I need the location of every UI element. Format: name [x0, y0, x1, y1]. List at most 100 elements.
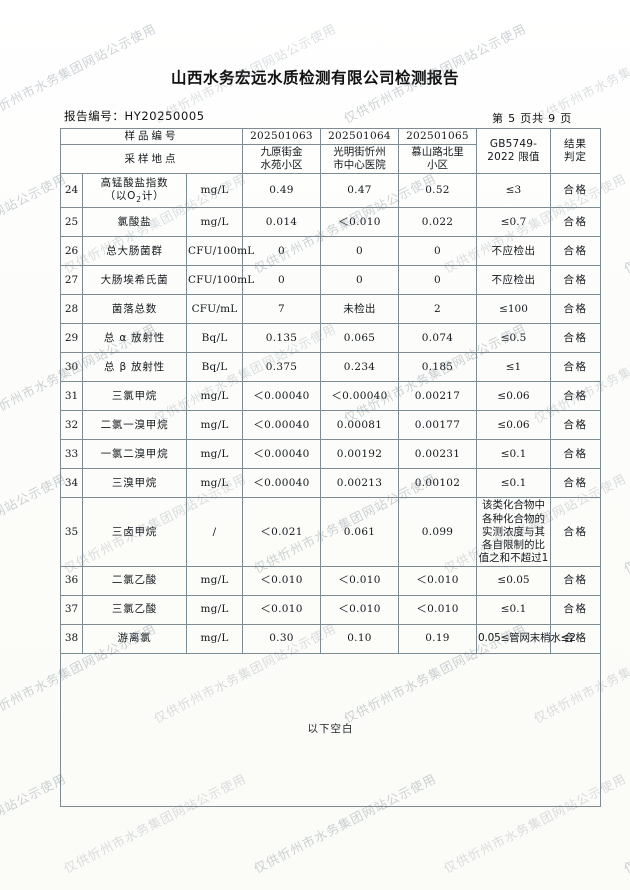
results-table: 样品编号 202501063 202501064 202501065 GB574… [60, 127, 601, 807]
cell-v1: ＜0.00040 [242, 410, 321, 441]
standard-line-2: 2022 限值 [487, 151, 540, 164]
cell-result: 合格 [550, 294, 601, 325]
cell-v2: 0 [320, 236, 399, 267]
item-line-1: 游离氯 [117, 632, 152, 645]
sample-no-label: 样品编号 [60, 127, 243, 146]
cell-result: 合格 [550, 439, 601, 470]
table-row: 38 游离氯 mg/L 0.30 0.10 0.19 0.05≤管网末梢水≤2 合格 [60, 624, 601, 654]
cell-item: 大肠埃希氏菌 [82, 265, 187, 296]
sampling-site-3: 慕山路北里 小区 [398, 144, 477, 175]
cell-v3: ＜0.010 [398, 595, 477, 625]
table-row: 26 总大肠菌群 CFU/100mL 0 0 0 不应检出 合格 [60, 236, 601, 267]
cell-result: 合格 [550, 265, 601, 296]
cell-limit: ≤0.1 [476, 595, 551, 625]
cell-v2: ＜0.010 [320, 566, 399, 596]
cell-v1: 0.30 [242, 624, 321, 654]
cell-unit: CFU/100mL [186, 265, 254, 296]
item-line-1: 三溴甲烷 [111, 476, 158, 489]
cell-limit: 该类化合物中各种化合物的实测浓度与其各自限制的比值之和不超过1 [476, 497, 551, 567]
cell-v3: 0.022 [398, 207, 477, 238]
cell-limit: 0.05≤管网末梢水≤2 [476, 624, 576, 654]
sampling-site-2-line1: 光明街忻州 [333, 146, 386, 159]
table-row: 31 三氯甲烷 mg/L ＜0.00040 ＜0.00040 0.00217 ≤0.06 合格 [60, 381, 601, 412]
table-row: 33 一氯二溴甲烷 mg/L ＜0.00040 0.00192 0.00231 ≤0.1 合格 [60, 439, 601, 470]
cell-v2: 0.00213 [320, 468, 399, 499]
cell-no: 24 [60, 173, 83, 209]
item-line-1: 三氯甲烷 [111, 389, 158, 402]
cell-v2: ＜0.00040 [320, 381, 399, 412]
cell-v2: 0.47 [320, 173, 399, 209]
table-row: 25 氯酸盐 mg/L 0.014 ＜0.010 0.022 ≤0.7 合格 [60, 207, 601, 238]
cell-v2: 0 [320, 265, 399, 296]
cell-result: 合格 [550, 468, 601, 499]
cell-item: 二氯一溴甲烷 [82, 410, 187, 441]
table-row: 28 菌落总数 CFU/mL 7 未检出 2 ≤100 合格 [60, 294, 601, 325]
cell-no: 36 [60, 566, 83, 596]
cell-v2: 0.00192 [320, 439, 399, 470]
standard-limit-header: GB5749- 2022 限值 [476, 127, 551, 175]
cell-result: 合格 [550, 624, 601, 654]
cell-result: 合格 [550, 410, 601, 441]
cell-limit: ≤0.05 [476, 566, 551, 596]
cell-v2: ＜0.010 [320, 207, 399, 238]
cell-item: 二氯乙酸 [82, 566, 187, 596]
cell-v1: ＜0.010 [242, 595, 321, 625]
item-line-1: 三卤甲烷 [111, 525, 158, 538]
cell-v2: 0.065 [320, 323, 399, 354]
cell-v1: ＜0.021 [242, 497, 321, 567]
watermark-text: 仅供忻州市水务集团网站公示使用 [621, 770, 630, 877]
cell-v1: 0 [242, 265, 321, 296]
cell-limit: ≤0.5 [476, 323, 551, 354]
cell-no: 26 [60, 236, 83, 267]
result-judgement-header: 结果 判定 [550, 127, 601, 175]
cell-v3: 0.00231 [398, 439, 477, 470]
cell-no: 28 [60, 294, 83, 325]
cell-v3: 0.074 [398, 323, 477, 354]
cell-v1: ＜0.00040 [242, 439, 321, 470]
item-line-1: 二氯一溴甲烷 [100, 418, 169, 431]
cell-no: 34 [60, 468, 83, 499]
cell-v3: 0 [398, 236, 477, 267]
sample-number-1: 202501063 [242, 127, 321, 146]
blank-note: 以下空白 [307, 723, 354, 736]
sampling-site-3-line2: 小区 [427, 159, 448, 172]
cell-no: 29 [60, 323, 83, 354]
item-line-1: 菌落总数 [111, 302, 158, 315]
cell-item: 三氯乙酸 [82, 595, 187, 625]
table-row: 29 总 α 放射性 Bq/L 0.135 0.065 0.074 ≤0.5 合格 [60, 323, 601, 354]
cell-no: 32 [60, 410, 83, 441]
cell-limit: ≤0.7 [476, 207, 551, 238]
item-line-1: 总大肠菌群 [106, 244, 163, 257]
cell-v3: 0.19 [398, 624, 477, 654]
cell-unit: mg/L [186, 410, 243, 441]
cell-result: 合格 [550, 173, 601, 209]
cell-result: 合格 [550, 236, 601, 267]
item-line-1: 二氯乙酸 [111, 574, 158, 587]
cell-v3: 2 [398, 294, 477, 325]
blank-area-cell: 以下空白 [60, 653, 601, 807]
cell-no: 37 [60, 595, 83, 625]
cell-v1: 7 [242, 294, 321, 325]
cell-unit: mg/L [186, 468, 243, 499]
cell-v1: 0 [242, 236, 321, 267]
table-row: 36 二氯乙酸 mg/L ＜0.010 ＜0.010 ＜0.010 ≤0.05 合格 [60, 566, 601, 596]
table-row: 34 三溴甲烷 mg/L ＜0.00040 0.00213 0.00102 ≤0.1 合格 [60, 468, 601, 499]
table-row: 35 三卤甲烷 / ＜0.021 0.061 0.099 该类化合物中各种化合物的实测浓度与… [60, 497, 601, 567]
cell-result: 合格 [550, 566, 601, 596]
cell-unit: mg/L [186, 439, 243, 470]
cell-item: 三卤甲烷 [82, 497, 187, 567]
standard-line-1: GB5749- [489, 138, 538, 151]
cell-limit: ≤0.06 [476, 410, 551, 441]
sample-number-3: 202501065 [398, 127, 477, 146]
cell-item: 总大肠菌群 [82, 236, 187, 267]
cell-unit: / [186, 497, 243, 567]
cell-item: 游离氯 [82, 624, 187, 654]
blank-area-row: 以下空白 [60, 653, 601, 807]
watermark-text: 仅供忻州市水务集团网站公示使用 [621, 470, 630, 577]
cell-result: 合格 [550, 595, 601, 625]
cell-v2: 0.061 [320, 497, 399, 567]
page-title: 山西水务宏远水质检测有限公司检测报告 [170, 69, 459, 87]
cell-limit: ≤0.1 [476, 468, 551, 499]
table-row: 30 总 β 放射性 Bq/L 0.375 0.234 0.185 ≤1 合格 [60, 352, 601, 383]
